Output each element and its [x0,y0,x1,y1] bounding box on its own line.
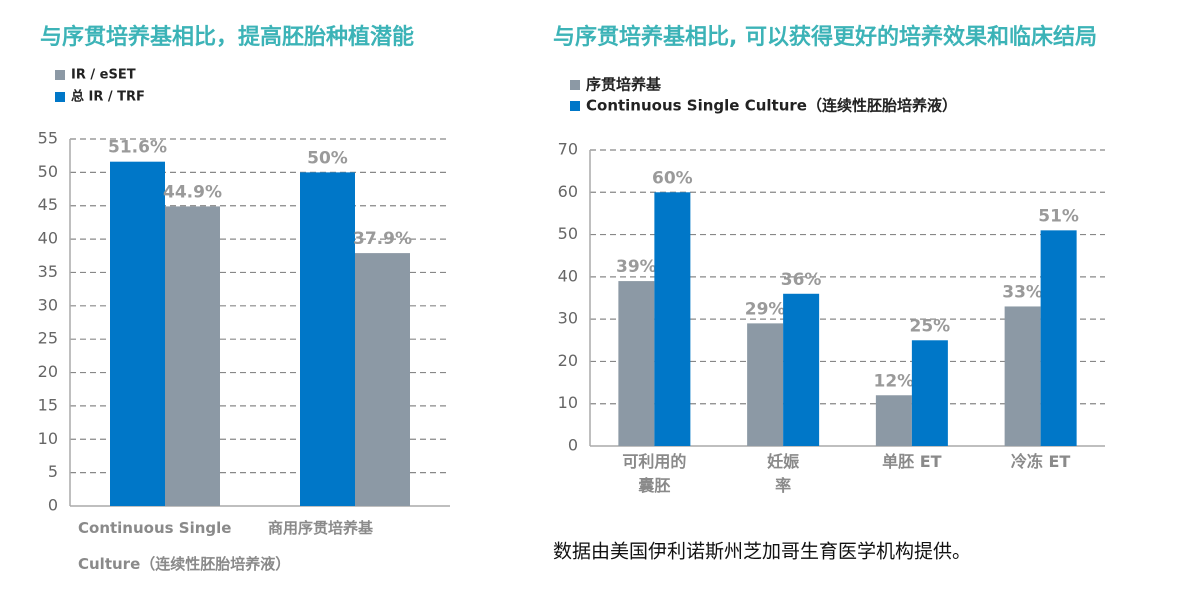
value-label: 12% [874,371,915,391]
value-label: 33% [1002,282,1043,302]
legend-swatch [55,92,65,102]
bar [165,206,220,507]
x-tick-label-box: 可利用的 囊胚 [622,452,687,495]
bar [300,172,355,506]
x-tick-label-box: 单胚 ET [882,452,942,471]
bar [875,395,912,446]
value-label: 39% [616,257,657,277]
x-tick-label-box: 妊娠 率 [767,452,800,495]
bar [783,293,820,446]
y-tick-label: 25 [38,329,58,348]
x-tick-label: 单胚 ET [882,452,942,471]
bar [618,281,655,446]
footnote: 数据由美国伊利诺斯州芝加哥生育医学机构提供。 [553,541,971,563]
y-tick-label: 20 [38,362,58,381]
y-tick-label: 40 [38,229,58,248]
y-tick-label: 70 [558,140,578,159]
x-tick-label-box: Continuous Single Culture（连续性胚胎培养液） [78,519,291,573]
y-tick-label: 10 [38,429,58,448]
value-label: 60% [652,168,693,188]
value-label: 50% [307,148,348,168]
x-tick-label-box: 商用序贯培养基 [268,519,374,537]
legend-swatch [55,70,65,80]
bar [1040,230,1077,446]
value-label: 25% [910,316,951,336]
chart-title: 与序贯培养基相比, 可以获得更好的培养效果和临床结局 [553,24,1097,50]
legend-label: 序贯培养基 [586,76,662,94]
x-tick-label: Continuous Single Culture（连续性胚胎培养液） [78,519,291,573]
y-tick-label: 10 [558,393,578,412]
legend-label: 总 IR / TRF [71,89,145,105]
bar [355,253,410,506]
value-label: 37.9% [353,229,412,249]
y-tick-label: 40 [558,266,578,285]
legend-swatch [570,101,580,111]
value-label: 36% [781,270,822,290]
y-tick-label: 35 [38,262,58,281]
y-tick-label: 0 [48,496,58,515]
x-tick-label: 商用序贯培养基 [268,519,374,537]
legend-swatch [570,80,580,90]
x-tick-label-box: 冷冻 ET [1010,452,1071,471]
y-tick-label: 15 [38,395,58,414]
legend-label: IR / eSET [71,68,136,83]
y-tick-label: 30 [558,309,578,328]
y-tick-label: 50 [558,224,578,243]
value-label: 51% [1038,206,1079,226]
bar [110,161,165,507]
value-label: 29% [745,299,786,319]
bar [747,323,784,446]
bar [911,340,948,446]
y-tick-label: 60 [558,182,578,201]
x-tick-label: 妊娠 率 [767,452,800,495]
y-tick-label: 20 [558,351,578,370]
bar [1004,306,1041,446]
y-tick-label: 0 [568,436,578,455]
chart-title: 与序贯培养基相比，提高胚胎种植潜能 [40,24,414,50]
x-tick-label: 可利用的 囊胚 [622,452,687,495]
value-label: 51.6% [108,138,167,158]
bar [654,192,691,446]
x-tick-label: 冷冻 ET [1010,452,1071,471]
y-tick-label: 5 [48,462,58,481]
y-tick-label: 55 [38,129,58,148]
legend-label: Continuous Single Culture（连续性胚胎培养液） [586,97,957,115]
y-tick-label: 50 [38,162,58,181]
value-label: 44.9% [163,182,222,202]
y-tick-label: 30 [38,295,58,314]
y-tick-label: 45 [38,195,58,214]
